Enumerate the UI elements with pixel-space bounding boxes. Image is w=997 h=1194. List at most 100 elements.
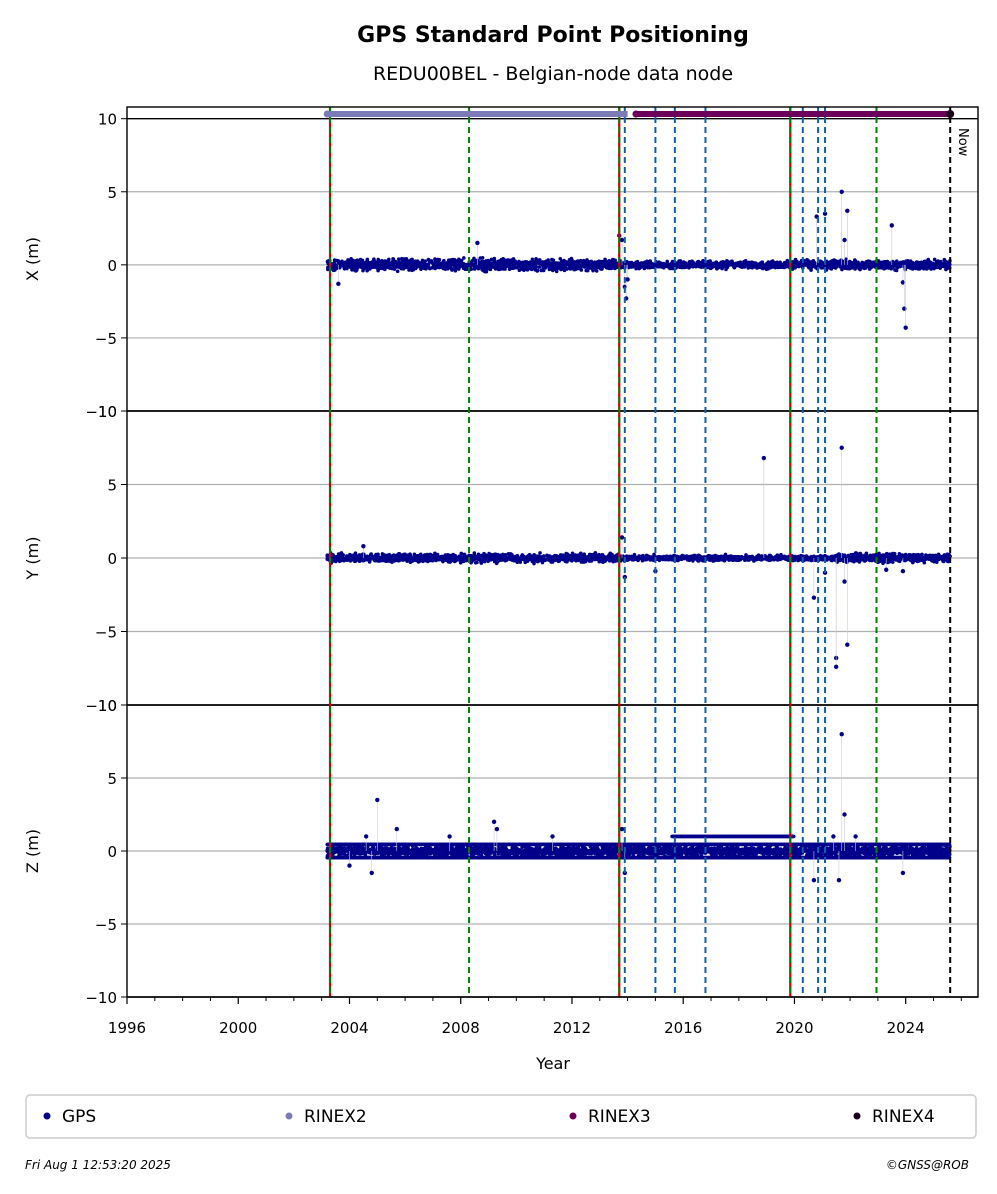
- data-point: [729, 554, 734, 559]
- data-point: [515, 261, 520, 266]
- data-point: [489, 257, 494, 262]
- data-point: [410, 559, 415, 563]
- data-point: [428, 266, 432, 271]
- data-point: [571, 556, 576, 560]
- data-point: [670, 259, 675, 264]
- data-point: [676, 555, 680, 559]
- data-point: [363, 554, 368, 559]
- data-point: [724, 555, 728, 560]
- data-point: [478, 256, 483, 260]
- data-point: [496, 261, 501, 266]
- data-point: [340, 557, 345, 561]
- data-point: [423, 259, 427, 264]
- outlier-point: [839, 189, 844, 194]
- data-point: [532, 261, 537, 266]
- data-point: [594, 269, 599, 273]
- data-point: [379, 265, 383, 269]
- data-point: [605, 556, 610, 561]
- data-point: [898, 260, 903, 265]
- data-point: [557, 558, 562, 563]
- data-point: [534, 257, 538, 261]
- data-point: [862, 558, 867, 562]
- data-point: [828, 260, 832, 265]
- data-point: [492, 262, 497, 267]
- data-point: [590, 261, 595, 266]
- data-point: [903, 558, 908, 563]
- data-point: [891, 260, 896, 265]
- data-point: [538, 551, 542, 555]
- data-point: [599, 266, 603, 270]
- data-point: [685, 554, 689, 558]
- data-point: [765, 557, 770, 562]
- data-point: [508, 260, 513, 265]
- data-point: [942, 261, 947, 266]
- y-tick-label: 0: [107, 550, 117, 568]
- data-point: [777, 264, 781, 268]
- data-point: [914, 553, 918, 557]
- data-point: [462, 552, 467, 557]
- data-point: [481, 268, 486, 273]
- data-point: [608, 266, 612, 270]
- data-point: [554, 269, 559, 274]
- data-point: [790, 557, 795, 562]
- data-point: [391, 257, 396, 261]
- data-point: [493, 267, 498, 271]
- data-point: [458, 557, 462, 562]
- y-tick-label: 0: [107, 257, 117, 275]
- outlier-point: [336, 281, 341, 287]
- data-point: [565, 267, 569, 271]
- data-point: [593, 551, 597, 556]
- data-point: [449, 556, 454, 560]
- data-point: [927, 262, 931, 266]
- y-tick-label: 5: [107, 184, 117, 202]
- data-point: [580, 556, 584, 560]
- data-point: [840, 260, 845, 265]
- data-point: [835, 263, 840, 268]
- data-point: [717, 263, 722, 268]
- data-point: [634, 260, 638, 265]
- data-point: [944, 266, 949, 271]
- data-point: [585, 264, 590, 269]
- outlier-point: [903, 325, 908, 330]
- data-point: [511, 257, 516, 261]
- data-point: [408, 555, 413, 560]
- data-point: [826, 264, 831, 269]
- data-point: [576, 558, 581, 563]
- data-point: [506, 552, 511, 556]
- data-point: [492, 259, 497, 264]
- chart-title: GPS Standard Point Positioning: [357, 23, 749, 48]
- data-point: [690, 557, 695, 561]
- data-point: [851, 264, 855, 269]
- data-point: [699, 260, 704, 265]
- data-point: [779, 552, 783, 557]
- outlier-point: [845, 208, 850, 213]
- data-point: [498, 267, 503, 271]
- data-point: [470, 559, 474, 564]
- data-point: [844, 263, 849, 267]
- data-point: [585, 258, 589, 262]
- data-point: [525, 557, 529, 562]
- data-point: [645, 259, 649, 264]
- data-point: [441, 265, 445, 270]
- outlier-point: [619, 535, 625, 540]
- data-point: [757, 263, 762, 267]
- data-point: [403, 260, 408, 264]
- data-point: [795, 259, 799, 264]
- data-point: [589, 264, 594, 269]
- data-point: [372, 261, 377, 266]
- data-point: [564, 558, 568, 563]
- data-point: [398, 264, 402, 269]
- data-point: [658, 261, 663, 265]
- outlier-point: [889, 223, 894, 228]
- data-point: [552, 261, 557, 265]
- data-point: [573, 260, 577, 264]
- data-point: [435, 263, 439, 267]
- data-point: [639, 555, 644, 560]
- data-point: [454, 558, 458, 563]
- data-point: [410, 267, 414, 271]
- data-point: [482, 556, 486, 561]
- data-point: [819, 555, 824, 559]
- data-point: [819, 262, 824, 267]
- data-point: [657, 556, 661, 560]
- data-point: [855, 264, 859, 268]
